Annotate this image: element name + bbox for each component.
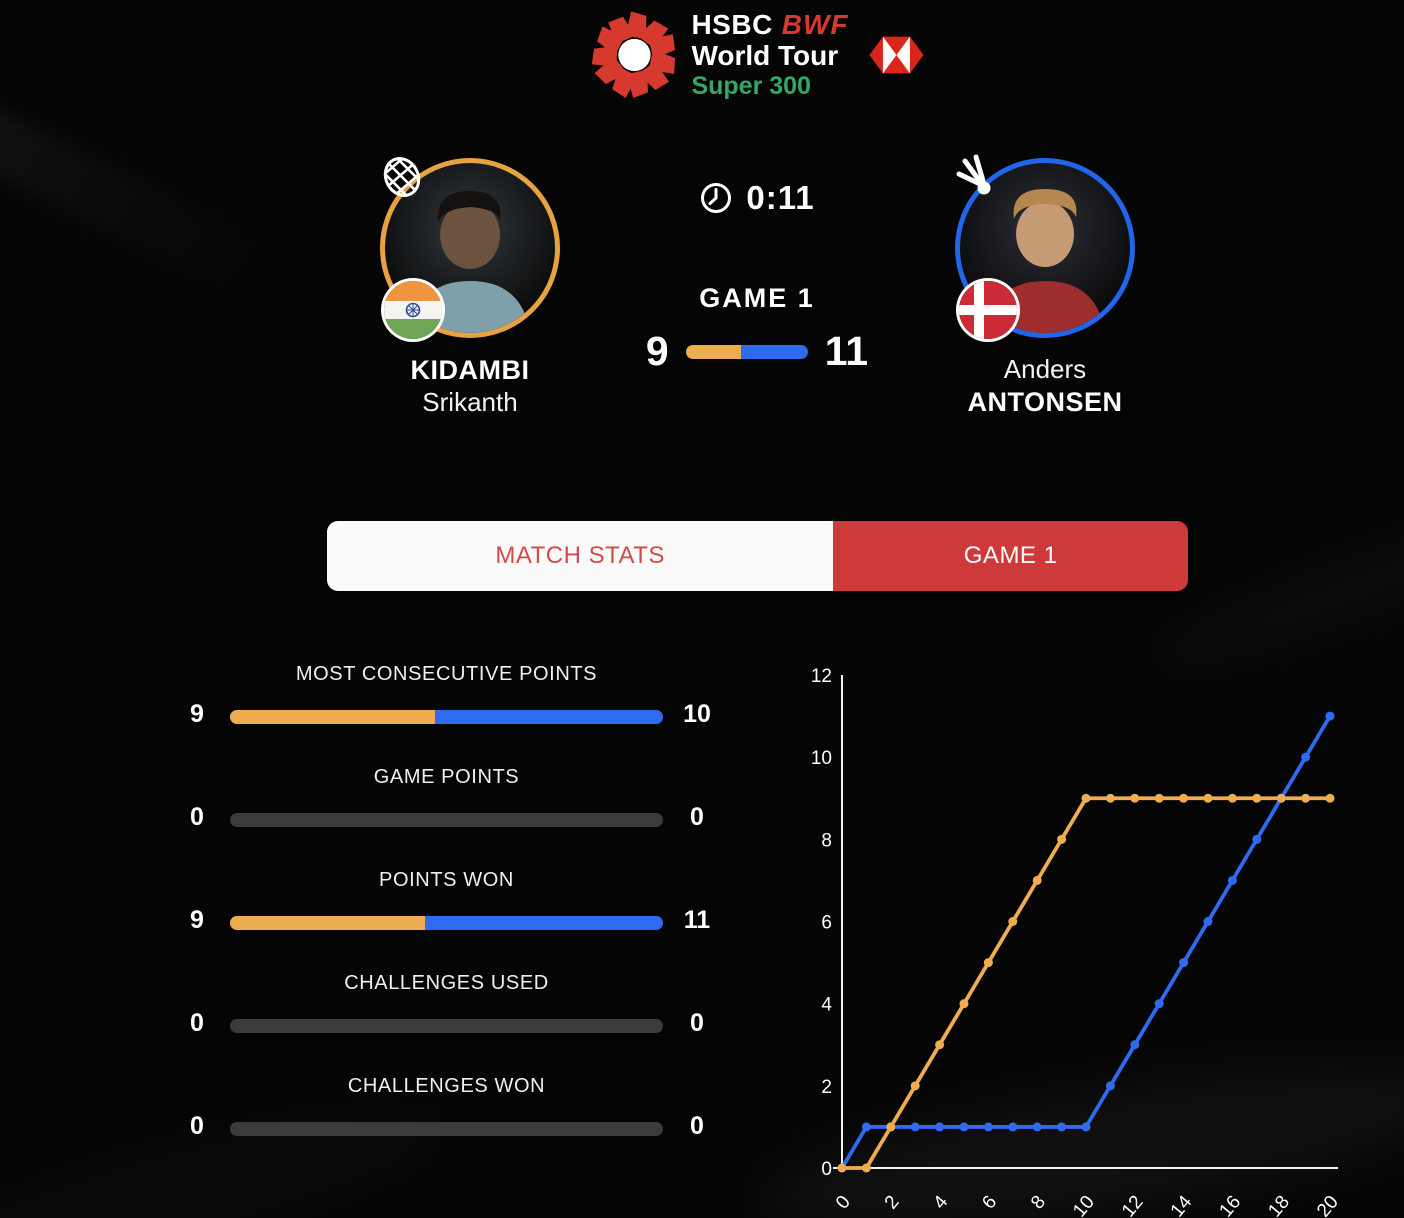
score-left: 9	[645, 328, 669, 374]
stat-row-most-consecutive-points: MOST CONSECUTIVE POINTS 9 10	[170, 660, 730, 740]
background-streak	[0, 94, 398, 366]
score-ratio-bar	[685, 344, 808, 359]
stat-value-left: 0	[190, 803, 204, 831]
stat-label: GAME POINTS	[373, 766, 520, 788]
svg-text:0: 0	[821, 1159, 832, 1180]
player-left-surname: KIDAMBI	[410, 355, 530, 385]
shuttlecock-icon	[956, 154, 991, 195]
stat-value-right: 0	[690, 803, 704, 831]
svg-text:2: 2	[821, 1077, 832, 1098]
svg-text:20: 20	[1313, 1192, 1343, 1218]
player-card-right: Anders ANTONSEN	[925, 154, 1165, 419]
svg-text:14: 14	[1167, 1191, 1197, 1218]
svg-text:12: 12	[1118, 1192, 1148, 1218]
stat-value-left: 0	[190, 1112, 204, 1140]
svg-text:12: 12	[811, 666, 832, 687]
world-tour-wordmark: World Tour	[691, 40, 839, 71]
scoreboard-center: 0:11 GAME 1 9 11	[627, 176, 887, 386]
stat-row-points-won: POINTS WON 9 11	[170, 866, 730, 946]
stat-bar	[230, 813, 663, 827]
svg-text:10: 10	[1069, 1192, 1099, 1218]
stats-panel: MOST CONSECUTIVE POINTS 9 10 GAME POINTS…	[170, 660, 730, 1152]
denmark-flag	[959, 281, 1017, 339]
svg-text:8: 8	[821, 830, 832, 851]
svg-text:6: 6	[821, 913, 832, 934]
clock-icon	[701, 183, 732, 213]
stat-label: POINTS WON	[379, 869, 514, 891]
stat-label: MOST CONSECUTIVE POINTS	[295, 663, 598, 685]
stat-value-right: 0	[690, 1009, 704, 1037]
svg-text:18: 18	[1264, 1192, 1294, 1218]
bwf-wordmark: BWF	[781, 9, 849, 40]
stat-value-left: 9	[190, 700, 204, 728]
tab-game-1[interactable]: GAME 1	[833, 521, 1188, 591]
svg-text:16: 16	[1216, 1192, 1246, 1218]
svg-text:8: 8	[1027, 1192, 1050, 1214]
background-streak	[1152, 493, 1404, 686]
tab-match-stats[interactable]: MATCH STATS	[327, 521, 834, 591]
player-right-surname: ANTONSEN	[967, 386, 1123, 417]
game-label: GAME 1	[699, 283, 815, 313]
stat-bar	[230, 1019, 663, 1033]
player-left-firstname: Srikanth	[422, 386, 518, 417]
stat-row-game-points: GAME POINTS 0 0	[170, 763, 730, 843]
svg-text:10: 10	[811, 748, 832, 769]
player-card-left: KIDAMBI Srikanth	[350, 153, 590, 419]
hsbc-hexagon-icon	[869, 36, 924, 74]
stat-row-challenges-used: CHALLENGES USED 0 0	[170, 969, 730, 1049]
svg-text:0: 0	[832, 1192, 855, 1214]
svg-text:4: 4	[930, 1191, 953, 1213]
svg-text:2: 2	[881, 1192, 904, 1214]
stat-bar	[230, 710, 663, 724]
stat-row-challenges-won: CHALLENGES WON 0 0	[170, 1072, 730, 1152]
racket-net-icon	[378, 153, 426, 201]
hsbc-wordmark: HSBC	[691, 9, 773, 40]
tier-label: Super 300	[691, 72, 811, 100]
player-right-firstname: Anders	[1003, 354, 1087, 384]
stat-label: CHALLENGES WON	[347, 1075, 546, 1097]
stat-bar	[230, 916, 663, 930]
score-right: 11	[824, 328, 869, 374]
stat-value-left: 9	[190, 906, 204, 934]
svg-text:6: 6	[978, 1192, 1001, 1214]
svg-text:4: 4	[821, 995, 832, 1016]
bwf-swirl-icon	[591, 11, 675, 98]
stats-tab-bar: MATCH STATS GAME 1	[327, 521, 1188, 591]
stat-value-left: 0	[190, 1009, 204, 1037]
stat-value-right: 0	[690, 1112, 704, 1140]
india-flag	[384, 281, 442, 339]
points-progression-chart: 0 2 4 6 8 10 12 0 2 4 6 8 10 12 14 16 18 20	[790, 660, 1360, 1218]
stat-value-right: 10	[683, 700, 711, 728]
stat-label: CHALLENGES USED	[344, 972, 549, 994]
stat-value-right: 11	[683, 906, 711, 934]
tournament-logo: HSBC BWF World Tour Super 300	[590, 8, 924, 102]
stat-bar	[230, 1122, 663, 1136]
match-timer: 0:11	[746, 179, 815, 216]
